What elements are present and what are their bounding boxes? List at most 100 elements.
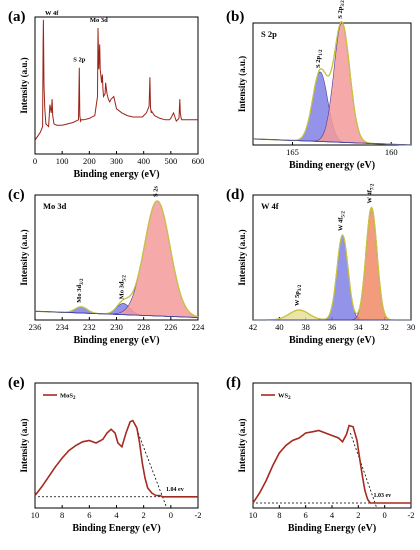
peak-annotation-sub: 1/2 — [319, 49, 324, 56]
fit-peak-1 — [253, 22, 411, 146]
inset-label: S 2p — [261, 29, 277, 39]
x-tick-label: 226 — [164, 322, 177, 332]
y-axis-label: Intensity (a.u) — [237, 418, 247, 472]
y-axis-label: Intensity (a.u) — [19, 418, 29, 472]
peak-annotation: S 2p3/2 — [337, 0, 346, 19]
x-axis-label: Binding energy (eV) — [289, 160, 375, 171]
x-tick-label: 8 — [277, 510, 281, 520]
x-tick-label: 38 — [301, 322, 310, 332]
x-tick-label: 30 — [407, 322, 416, 332]
x-axis-label: Binding energy (eV) — [289, 335, 375, 346]
peak-annotation: Mo 3d3/2 — [76, 278, 85, 303]
legend-text: WS — [278, 393, 289, 400]
y-axis-label: Intensity (a.u.) — [19, 229, 29, 285]
inset-label: Mo 3d — [43, 201, 67, 211]
legend-sub: 2 — [288, 396, 291, 401]
envelope-line — [253, 206, 411, 321]
peak-annotation-main: W 4f — [367, 189, 374, 203]
x-tick-label: 400 — [137, 156, 150, 166]
peak-annotation-main: W 5p — [294, 291, 301, 306]
y-axis-label: Intensity (a.u.) — [237, 56, 247, 112]
x-tick-label: 165 — [286, 147, 299, 157]
x-tick-label: -2 — [194, 510, 201, 520]
inset-label: W 4f — [261, 201, 279, 211]
x-tick-label: 8 — [60, 510, 64, 520]
x-tick-label: 300 — [110, 156, 123, 166]
x-tick-label: -2 — [407, 510, 414, 520]
edge-tangent-line — [350, 432, 378, 509]
legend-sub: 2 — [73, 396, 76, 401]
legend-text: MoS — [60, 393, 73, 400]
panel-label: (f) — [226, 375, 241, 391]
peak-annotation: S 2p1/2 — [315, 49, 324, 68]
onset-value-label: 1.04 ev — [166, 487, 184, 493]
panel-c: (c) 236 234 232 230 228 226 224 Binding energy (… — [8, 185, 205, 346]
y-axis-label: Intensity (a.u.) — [19, 57, 29, 113]
x-tick-label: 100 — [56, 156, 69, 166]
peak-annotation: W 4f7/2 — [367, 183, 376, 203]
peak-annotation: S 2p — [73, 57, 85, 64]
x-tick-label: 2 — [356, 510, 360, 520]
peak-annotation: W 5p3/2 — [294, 284, 303, 306]
peak-annotation: Mo 3d5/2 — [118, 275, 127, 300]
peak-annotation: S 2s — [152, 185, 159, 196]
y-axis-label: Intensity (a.u.) — [237, 229, 247, 285]
peak-annotation: W 4f5/2 — [338, 211, 347, 231]
x-axis-label: Binding Energy (eV) — [288, 523, 376, 534]
panel-b: (b) 165 160 Binding energy (eV) Intensity (a… — [226, 0, 412, 171]
peak-annotation-main: Mo 3d — [118, 281, 125, 299]
valence-band-line — [252, 424, 411, 504]
x-tick-label: 34 — [354, 322, 363, 332]
legend-entry: WS2 — [278, 393, 291, 402]
peak-annotation-sub: 3/2 — [298, 284, 303, 291]
x-tick-label: 6 — [87, 510, 91, 520]
x-tick-label: 4 — [330, 510, 335, 520]
peak-annotation-main: Mo 3d — [76, 285, 83, 303]
x-tick-label: 230 — [110, 322, 123, 332]
background-line — [35, 310, 198, 318]
valence-band-line — [34, 419, 198, 498]
x-tick-label: 32 — [380, 322, 389, 332]
onset-value-label: 1.03 ev — [374, 493, 392, 499]
peak-annotation-main: S 2s — [152, 185, 159, 196]
x-axis-label: Binding energy (eV) — [73, 169, 159, 180]
x-tick-label: 4 — [114, 510, 119, 520]
peak-annotation-main: S 2p — [315, 55, 322, 67]
x-tick-label: 0 — [383, 510, 387, 520]
panel-label: (d) — [226, 187, 244, 203]
x-tick-label: 42 — [249, 322, 258, 332]
x-tick-label: 36 — [328, 322, 337, 332]
x-tick-label: 234 — [56, 322, 70, 332]
x-tick-label: 0 — [169, 510, 173, 520]
peak-annotation-main: S 2p — [337, 6, 344, 18]
x-tick-label: 2 — [142, 510, 146, 520]
peak-annotation-sub: 5/2 — [342, 211, 347, 218]
peak-annotation-main: W 4f — [338, 217, 345, 231]
legend-entry: MoS2 — [60, 393, 76, 402]
x-tick-label: 6 — [304, 510, 308, 520]
x-axis-label: Binding energy (eV) — [73, 335, 159, 346]
peak-annotation-sub: 3/2 — [80, 278, 85, 285]
panel-label: (a) — [8, 9, 26, 25]
x-tick-label: 600 — [192, 156, 205, 166]
edge-tangent-line — [137, 432, 168, 509]
x-tick-label: 228 — [137, 322, 150, 332]
x-tick-label: 0 — [33, 156, 37, 166]
panel-d: (d) 42 40 38 36 34 32 30 Binding energy (eV) Inte… — [226, 183, 415, 346]
survey-spectrum-line — [34, 19, 198, 141]
x-tick-label: 500 — [164, 156, 177, 166]
panel-label: (b) — [226, 9, 244, 25]
x-tick-label: 224 — [192, 322, 206, 332]
x-axis-label: Binding Energy (eV) — [72, 523, 160, 534]
x-tick-label: 200 — [83, 156, 96, 166]
peak-annotation-sub: 3/2 — [341, 0, 346, 7]
x-tick-label: 236 — [29, 322, 42, 332]
peak-annotation-sub: 7/2 — [371, 183, 376, 190]
plot-frame — [34, 16, 199, 155]
x-tick-label: 10 — [249, 510, 258, 520]
panel-label: (e) — [8, 375, 25, 391]
plot-frame — [252, 382, 412, 509]
raw-data-line — [253, 206, 411, 321]
x-tick-label: 232 — [83, 322, 96, 332]
